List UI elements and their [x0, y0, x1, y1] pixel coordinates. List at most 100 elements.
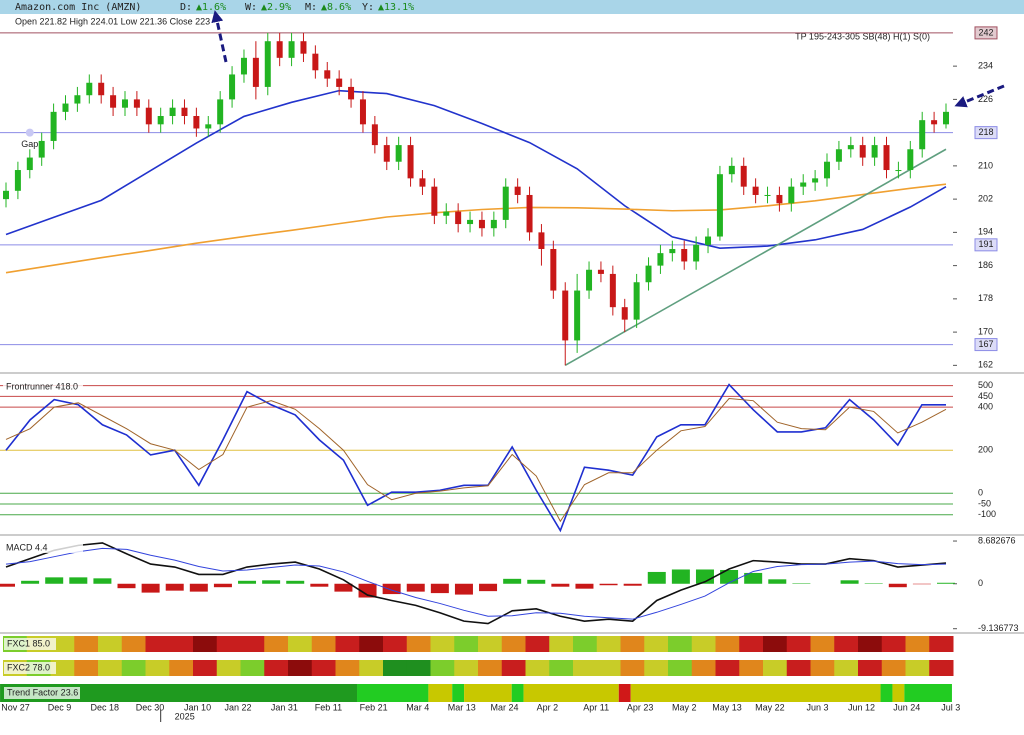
- strip-label: Trend Factor 23.6: [7, 687, 78, 697]
- heat-cell: [121, 636, 146, 652]
- candle-body: [205, 124, 212, 129]
- heat-cell: [50, 636, 75, 652]
- heat-cell: [240, 660, 265, 676]
- heat-cell: [264, 660, 289, 676]
- candle-body: [312, 53, 319, 71]
- heat-cell: [763, 660, 788, 676]
- strip-label-bg: [4, 662, 56, 674]
- x-tick-label: Jan 31: [271, 702, 298, 712]
- y-tick-label: 0: [978, 488, 983, 498]
- heat-cell: [834, 660, 859, 676]
- y-tick-label: 400: [978, 402, 993, 412]
- x-tick-label: Dec 18: [90, 702, 119, 712]
- panel-label-bg: [3, 381, 83, 392]
- candle-body: [419, 178, 426, 187]
- heat-cell: [406, 660, 431, 676]
- heat-cell: [573, 636, 598, 652]
- heat-cell: [216, 636, 241, 652]
- trend-segment: [357, 684, 429, 702]
- candle-body: [38, 140, 45, 158]
- candle-body: [62, 103, 69, 112]
- candle-body: [538, 232, 545, 249]
- candle-body: [110, 95, 117, 108]
- x-tick-label: Apr 23: [627, 702, 654, 712]
- candle-body: [490, 219, 497, 229]
- heat-cell: [573, 660, 598, 676]
- heat-cell: [288, 636, 313, 652]
- trend-segment: [904, 684, 952, 702]
- heat-cell: [383, 636, 408, 652]
- heat-cell: [74, 636, 99, 652]
- histogram-bar: [165, 583, 184, 591]
- candle-body: [502, 186, 509, 220]
- change-label: D:: [180, 2, 192, 13]
- heat-cell: [858, 660, 883, 676]
- annotation-dot: [25, 128, 34, 137]
- histogram-bar: [406, 583, 425, 592]
- candle-body: [776, 194, 783, 204]
- heat-cell: [739, 636, 764, 652]
- trendline: [564, 148, 947, 367]
- candle-body: [693, 244, 700, 262]
- histogram-bar: [262, 580, 281, 584]
- y-tick-label: 162: [978, 360, 993, 370]
- candle-body: [300, 41, 307, 54]
- histogram-bar: [310, 583, 329, 587]
- heat-cell: [335, 660, 360, 676]
- candle-body: [217, 99, 224, 125]
- candle-body: [383, 145, 390, 162]
- trend-segment: [464, 684, 512, 702]
- heat-cell: [430, 660, 455, 676]
- candle-body: [740, 165, 747, 187]
- candle-body: [907, 149, 914, 171]
- change-label: M:: [305, 2, 317, 13]
- candle-body: [371, 124, 378, 146]
- strip-label-bg: [4, 638, 56, 650]
- x-tick-label: Jul 3: [941, 702, 960, 712]
- candle-body: [812, 178, 819, 183]
- x-tick-label: Dec 9: [48, 702, 72, 712]
- heat-cell: [644, 660, 669, 676]
- histogram-bar: [623, 583, 642, 586]
- y-tick-label: 8.682676: [978, 535, 1016, 545]
- candle-body: [919, 120, 926, 150]
- candle-body: [824, 161, 831, 179]
- y-tick-label: -50: [978, 498, 991, 508]
- candle-body: [3, 190, 9, 200]
- heat-cell: [905, 660, 930, 676]
- heat-cell: [311, 636, 336, 652]
- heat-cell: [216, 660, 241, 676]
- candle-body: [895, 170, 902, 172]
- heat-cell: [881, 636, 906, 652]
- level-label: 167: [978, 339, 993, 349]
- heat-cell: [929, 660, 954, 676]
- indicator-line: [5, 542, 947, 625]
- trend-segment: [618, 684, 631, 702]
- candle-body: [871, 145, 878, 158]
- panel-label: Frontrunner 418.0: [6, 381, 78, 391]
- candle-body: [455, 211, 462, 225]
- candle-body: [550, 248, 557, 291]
- candle-body: [359, 99, 366, 125]
- histogram-bar: [334, 583, 353, 592]
- change-value: ▲1.6%: [196, 2, 226, 13]
- heat-cell: [145, 636, 170, 652]
- histogram-bar: [430, 583, 449, 594]
- trend-segment: [523, 684, 619, 702]
- heat-cell: [288, 660, 313, 676]
- candle-body: [943, 111, 949, 125]
- x-tick-label: May 2: [672, 702, 697, 712]
- y-tick-label: 226: [978, 94, 993, 104]
- heat-cell: [620, 636, 645, 652]
- candle-body: [348, 86, 355, 100]
- heat-cell: [834, 636, 859, 652]
- histogram-bar: [454, 583, 473, 595]
- candle-body: [728, 165, 735, 175]
- candle-body: [847, 145, 854, 150]
- panel-label: MACD 4.4: [6, 542, 48, 552]
- heat-cell: [406, 636, 431, 652]
- change-value: ▲8.6%: [321, 2, 351, 13]
- heat-cell: [715, 660, 740, 676]
- x-tick-label: May 13: [712, 702, 742, 712]
- heat-cell: [311, 660, 336, 676]
